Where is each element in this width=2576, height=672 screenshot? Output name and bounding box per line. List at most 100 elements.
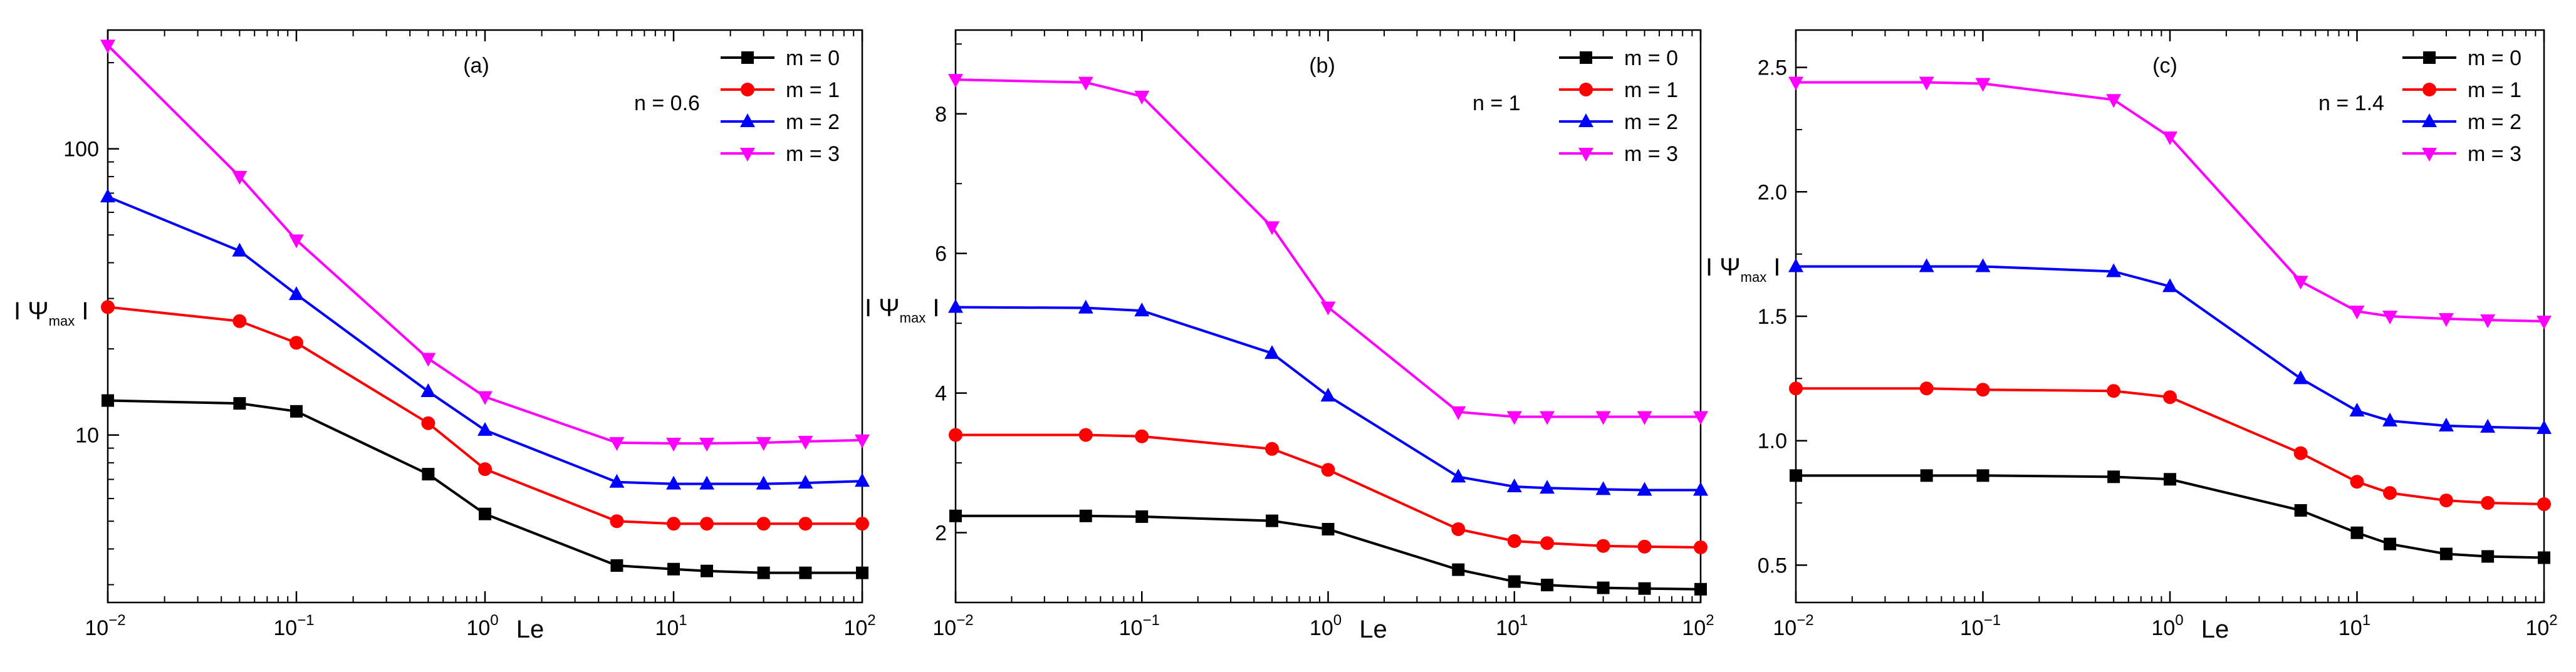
marker-triangle-down <box>1595 411 1611 425</box>
y-label-main: I Ψ <box>865 294 900 322</box>
marker-triangle-up <box>2349 403 2365 417</box>
marker-square <box>741 51 754 64</box>
x-tick-label: 102 <box>2525 612 2557 640</box>
panel-label: (a) <box>463 54 489 78</box>
marker-triangle-up <box>1637 482 1652 496</box>
marker-triangle-down <box>1078 76 1093 91</box>
marker-square <box>856 566 868 579</box>
marker-square <box>1694 582 1707 596</box>
marker-square <box>1266 514 1279 527</box>
marker-triangle-up <box>1693 482 1708 496</box>
marker-square <box>667 562 680 576</box>
marker-triangle-down <box>948 74 963 88</box>
y-label-main: I Ψ <box>1706 254 1741 281</box>
y-tick-label: 0.5 <box>1758 554 1787 577</box>
marker-square <box>1079 509 1092 522</box>
marker-triangle-up <box>1578 113 1593 127</box>
x-tick-exponent: 1 <box>2362 612 2370 629</box>
marker-circle <box>478 462 492 477</box>
marker-circle <box>610 514 624 529</box>
marker-triangle-down <box>1320 301 1336 316</box>
marker-triangle-down <box>1919 76 1934 91</box>
marker-square <box>479 507 491 520</box>
marker-circle <box>1540 536 1555 551</box>
series-m1 <box>1789 381 2551 512</box>
marker-square <box>1920 469 1933 482</box>
marker-square <box>1135 510 1149 523</box>
marker-triangle-up <box>289 286 304 301</box>
plot-frame <box>1795 29 2545 604</box>
marker-triangle-up <box>232 242 248 257</box>
marker-circle <box>741 83 754 96</box>
x-tick-label: 100 <box>2151 612 2183 640</box>
x-tick-label: 10−1 <box>1960 612 2001 640</box>
marker-circle <box>667 517 681 531</box>
marker-circle <box>1507 534 1521 548</box>
marker-triangle-down <box>740 148 755 162</box>
x-tick-label: 102 <box>843 612 875 640</box>
marker-triangle-up <box>1975 258 1991 272</box>
legend-label: m = 0 <box>1624 46 1678 70</box>
marker-triangle-up <box>1595 481 1611 495</box>
legend-label: m = 1 <box>786 78 840 102</box>
y-label-sub: max <box>49 313 75 329</box>
marker-square <box>1976 469 1989 482</box>
marker-triangle-down <box>477 391 493 405</box>
marker-square <box>422 468 435 481</box>
marker-triangle-down <box>1540 411 1555 425</box>
marker-circle <box>2107 384 2121 398</box>
marker-circle <box>798 517 813 531</box>
marker-triangle-down <box>609 437 625 451</box>
marker-triangle-down <box>2349 306 2365 320</box>
x-tick-label: 100 <box>1310 612 1342 640</box>
legend: m = 0 m = 1 m = 2 m = 3 <box>1559 46 1678 166</box>
y-label-tail: I <box>1766 254 1780 281</box>
panel-label: (c) <box>2152 54 2177 78</box>
series-line <box>107 306 862 525</box>
marker-circle <box>1976 383 1990 397</box>
legend-label: m = 3 <box>786 142 840 166</box>
y-tick-label: 4 <box>935 382 947 406</box>
marker-triangle-up <box>855 473 870 487</box>
marker-triangle-up <box>756 475 771 490</box>
marker-circle <box>2350 475 2364 489</box>
marker-triangle-down <box>855 434 870 448</box>
y-axis-label: I Ψmax I <box>14 297 88 329</box>
marker-circle <box>756 517 771 531</box>
x-tick-label: 10−1 <box>273 612 314 640</box>
marker-triangle-up <box>1540 480 1555 494</box>
series-line <box>1796 387 2545 506</box>
x-tick-exponent: −1 <box>1984 612 2001 629</box>
y-label-sub: max <box>900 310 926 326</box>
series-m2 <box>1788 258 2552 434</box>
legend-label: m = 2 <box>1624 110 1678 134</box>
y-tick-label: 2.5 <box>1758 56 1787 80</box>
marker-triangle-down <box>1975 78 1991 92</box>
x-tick-exponent: 2 <box>867 612 875 629</box>
x-tick-exponent: 2 <box>1706 612 1714 629</box>
marker-circle <box>1919 381 1934 396</box>
x-tick-exponent: 1 <box>679 612 687 629</box>
y-tick-label: 2 <box>935 522 947 545</box>
series-m1 <box>101 300 869 531</box>
marker-triangle-down <box>756 437 771 451</box>
marker-triangle-down <box>1451 406 1466 420</box>
x-tick-exponent: −1 <box>1142 612 1159 629</box>
marker-square <box>799 566 812 579</box>
marker-square <box>701 564 714 577</box>
marker-circle <box>1078 428 1093 442</box>
y-axis-label: I Ψmax I <box>865 294 939 326</box>
marker-triangle-down <box>666 437 681 452</box>
marker-triangle-down <box>420 353 436 367</box>
marker-triangle-down <box>1506 411 1522 425</box>
marker-triangle-up <box>2438 417 2454 432</box>
marker-circle <box>1321 463 1335 477</box>
marker-square <box>1580 51 1592 64</box>
marker-triangle-up <box>2162 278 2177 292</box>
x-tick-label: 100 <box>466 612 498 640</box>
x-tick-exponent: −1 <box>297 612 314 629</box>
marker-triangle-down <box>1578 148 1593 162</box>
x-tick-exponent: 0 <box>2175 612 2183 629</box>
series-m0 <box>1790 469 2550 564</box>
